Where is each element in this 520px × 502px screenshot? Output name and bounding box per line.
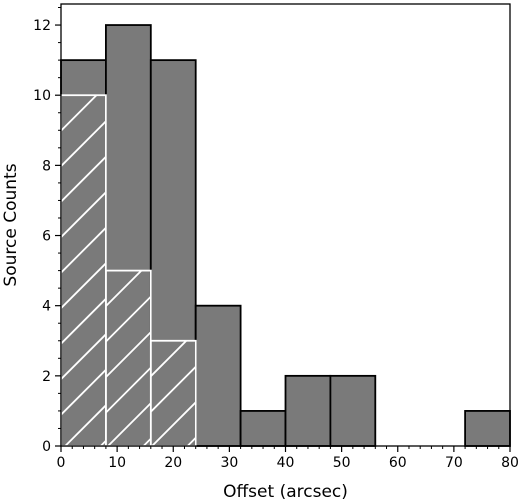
hatch-line [105,295,151,343]
hatch-line [105,366,151,414]
x-tick-label: 50 [333,455,351,471]
x-tick-label: 10 [108,455,126,471]
histogram-bar [194,304,242,447]
hatch-line [151,401,196,446]
histogram-bar [239,410,287,447]
hatch-line [150,340,188,378]
y-tick-label: 2 [42,369,51,385]
y-tick-label: 12 [33,18,51,34]
y-tick-label: 0 [42,439,51,455]
y-axis: 0 2 4 6 8 10 12 [33,7,61,455]
x-tick-label: 20 [164,455,182,471]
x-axis: 0 10 20 30 40 50 60 70 80 [57,446,519,471]
x-tick-label: 80 [501,455,519,471]
x-axis-label: Offset (arcsec) [223,482,348,502]
hatch-line [150,365,196,414]
histogram-bar [464,410,511,447]
x-tick-label: 40 [277,455,295,471]
histogram-bar [105,24,152,447]
histogram-bar [149,59,197,447]
x-tick-label: 0 [57,455,66,471]
x-tick-label: 30 [220,455,238,471]
x-tick-label: 60 [389,455,407,471]
hatch-line [107,401,151,446]
y-axis-label: Source Counts [1,163,21,286]
solid-bars [60,24,511,447]
hatch-lines [150,340,196,446]
hatch-lines [61,95,106,446]
x-tick-label: 70 [445,455,463,471]
y-tick-label: 6 [42,229,51,245]
y-tick-label: 8 [42,158,51,174]
histogram-bar [60,59,107,447]
hatch-line [61,368,106,416]
hatch-line [61,95,98,132]
histogram-bar [284,374,332,447]
histogram-bar [329,374,377,447]
y-tick-label: 4 [42,299,51,315]
hatch-line [61,226,106,274]
y-tick-label: 10 [33,88,51,104]
hatch-lines [105,270,151,446]
hatch-line [105,330,151,379]
